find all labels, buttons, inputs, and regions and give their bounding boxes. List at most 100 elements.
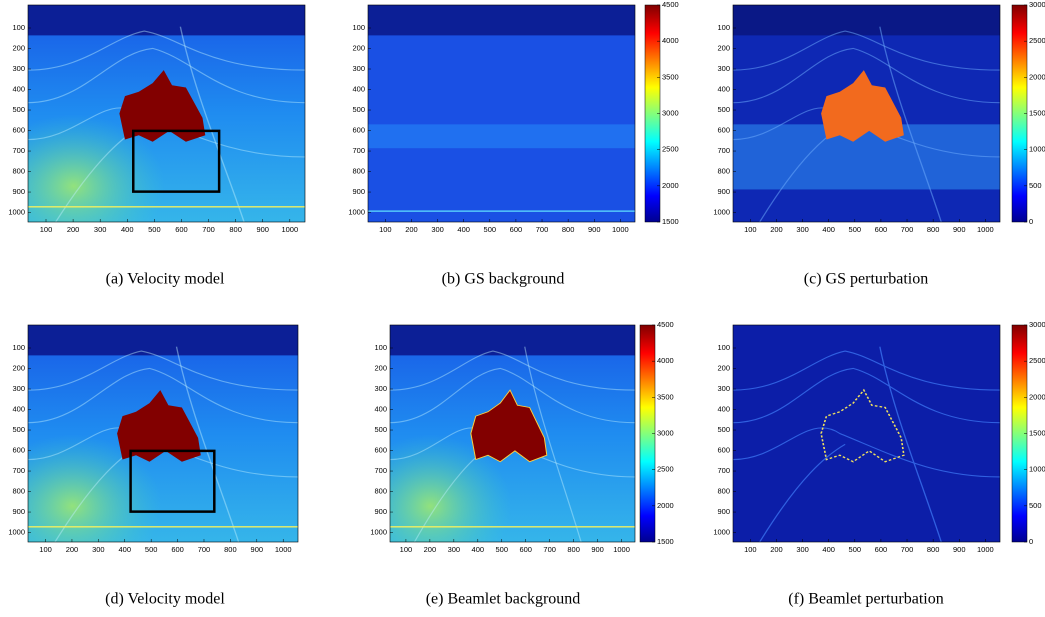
x-tick-label: 1000: [275, 545, 292, 554]
colorbar-label: 3000: [657, 428, 674, 437]
x-tick-label: 900: [256, 225, 269, 234]
y-tick-label: 700: [717, 466, 730, 475]
salt-outline: [820, 388, 905, 463]
x-tick-label: 100: [744, 545, 757, 554]
x-tick-label: 500: [849, 225, 862, 234]
caption: (f) Beamlet perturbation: [788, 591, 944, 608]
x-tick-label: 700: [198, 545, 211, 554]
x-tick-label: 100: [379, 225, 392, 234]
caption: (b) GS background: [442, 271, 565, 288]
x-tick-label: 200: [66, 545, 79, 554]
x-tick-label: 400: [822, 545, 835, 554]
y-tick-label: 700: [717, 146, 730, 155]
x-tick-label: 800: [224, 545, 237, 554]
x-tick-label: 300: [94, 225, 107, 234]
x-tick-label: 500: [484, 225, 497, 234]
colorbar-label: 500: [1029, 181, 1042, 190]
colorbar-label: 2500: [1029, 36, 1045, 45]
x-tick-label: 400: [472, 545, 485, 554]
panel-frame: [732, 4, 1001, 223]
panel-frame: [367, 4, 636, 223]
x-tick-label: 1000: [612, 225, 629, 234]
y-tick-label: 100: [352, 23, 365, 32]
colorbar-label: 0: [1029, 537, 1033, 546]
x-tick-label: 700: [536, 225, 549, 234]
y-tick-label: 1000: [713, 528, 730, 537]
salt-body: [821, 70, 904, 142]
colorbar-label: 4500: [657, 320, 674, 329]
y-tick-label: 300: [717, 64, 730, 73]
panel-image: [28, 325, 298, 542]
y-tick-label: 800: [12, 487, 25, 496]
x-tick-label: 1000: [613, 545, 630, 554]
x-tick-label: 900: [588, 225, 601, 234]
y-tick-label: 800: [352, 167, 365, 176]
image-top: [390, 325, 635, 356]
panel-image: [28, 5, 305, 222]
salt-body: [470, 389, 548, 463]
y-tick-label: 100: [374, 343, 387, 352]
y-tick-label: 400: [717, 405, 730, 414]
image-reflector: [524, 346, 582, 542]
y-tick-label: 900: [717, 187, 730, 196]
y-tick-label: 500: [717, 105, 730, 114]
x-tick-label: 300: [92, 545, 105, 554]
y-tick-label: 100: [717, 23, 730, 32]
y-tick-label: 500: [374, 425, 387, 434]
colorbar-label: 4000: [662, 36, 679, 45]
y-tick-label: 800: [12, 167, 25, 176]
y-tick-label: 300: [717, 384, 730, 393]
x-tick-label: 200: [405, 225, 418, 234]
image-top: [733, 5, 1000, 36]
y-tick-label: 800: [717, 167, 730, 176]
caption: (a) Velocity model: [106, 271, 225, 288]
y-tick-label: 900: [352, 187, 365, 196]
image-reflector: [28, 350, 298, 391]
y-tick-label: 1000: [8, 528, 25, 537]
image-reflector: [390, 350, 635, 391]
salt-body: [117, 390, 201, 462]
y-tick-label: 900: [12, 187, 25, 196]
colorbar-label: 1000: [1029, 465, 1045, 474]
y-tick-label: 500: [352, 105, 365, 114]
panel-image: [390, 325, 635, 542]
x-tick-label: 500: [145, 545, 158, 554]
x-tick-label: 100: [40, 225, 53, 234]
y-tick-label: 1000: [713, 208, 730, 217]
y-tick-label: 600: [717, 446, 730, 455]
y-tick-label: 600: [352, 126, 365, 135]
y-tick-label: 700: [12, 146, 25, 155]
y-tick-label: 400: [12, 85, 25, 94]
y-tick-label: 900: [374, 507, 387, 516]
x-tick-label: 300: [448, 545, 461, 554]
colorbar-label: 500: [1029, 501, 1042, 510]
image-reflector: [759, 443, 846, 542]
x-tick-label: 200: [770, 225, 783, 234]
x-tick-label: 800: [927, 545, 940, 554]
image-reflector: [28, 367, 298, 424]
colorbar-label: 2000: [662, 181, 679, 190]
panel-frame: [389, 324, 636, 543]
image-reflector: [733, 47, 1000, 104]
y-tick-label: 1000: [8, 208, 25, 217]
colorbar-label: 3500: [662, 72, 679, 81]
caption: (c) GS perturbation: [804, 271, 928, 288]
image-reflector: [733, 367, 1000, 424]
image-reflector: [879, 346, 942, 542]
colorbar-label: 2000: [1029, 392, 1045, 401]
y-tick-label: 700: [12, 466, 25, 475]
x-tick-label: 700: [901, 545, 914, 554]
image-reflector: [733, 30, 1000, 71]
caption: (d) Velocity model: [105, 591, 225, 608]
y-tick-label: 300: [12, 384, 25, 393]
x-tick-label: 900: [953, 545, 966, 554]
y-tick-label: 700: [352, 146, 365, 155]
x-tick-label: 1000: [977, 545, 994, 554]
x-tick-label: 1000: [281, 225, 298, 234]
y-tick-label: 200: [374, 363, 387, 372]
y-tick-label: 600: [12, 446, 25, 455]
x-tick-label: 200: [424, 545, 437, 554]
image-reflector: [179, 26, 245, 222]
y-tick-label: 600: [374, 446, 387, 455]
x-tick-label: 900: [953, 225, 966, 234]
